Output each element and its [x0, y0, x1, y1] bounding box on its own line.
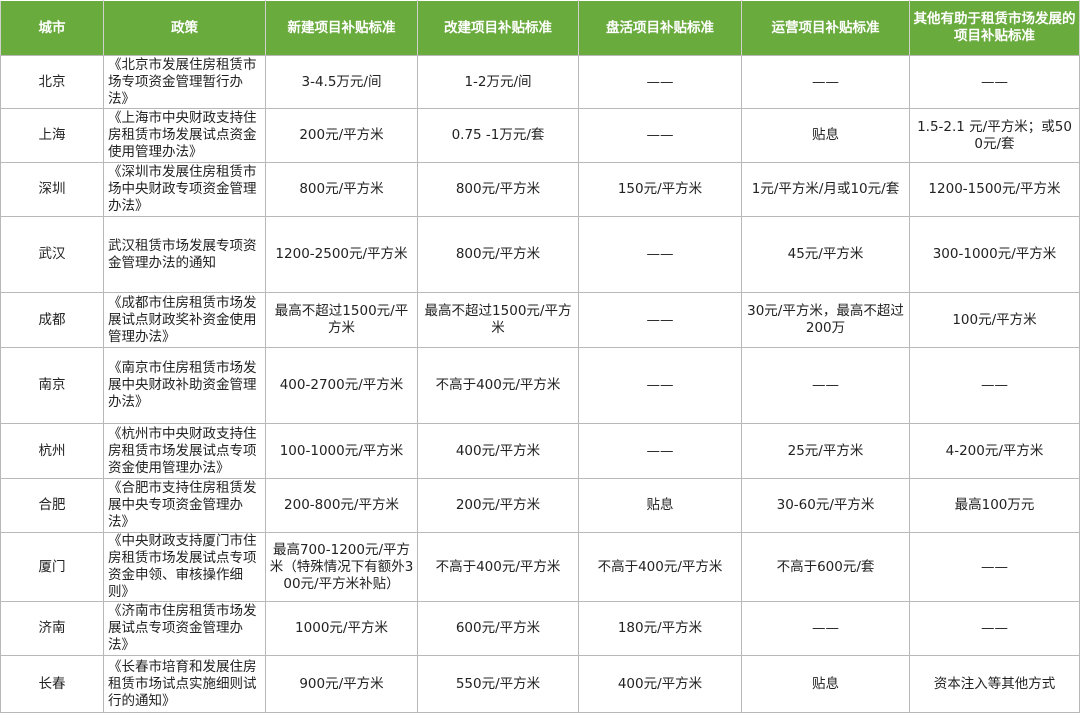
- subsidy-cell: 1元/平方米/月或10元/套: [741, 162, 910, 217]
- city-cell: 长春: [0, 655, 104, 713]
- subsidy-cell: ——: [909, 347, 1080, 424]
- table-row: 上海 《上海市中央财政支持住房租赁市场发展试点资金使用管理办法》 200元/平方米 0…: [0, 108, 1080, 163]
- table-body: 北京 《北京市发展住房租赁市场专项资金管理暂行办法》 3-4.5万元/间 1-2万元/…: [0, 55, 1080, 713]
- city-cell: 北京: [0, 55, 104, 109]
- city-cell: 武汉: [0, 216, 104, 293]
- subsidy-cell: 900元/平方米: [265, 655, 418, 713]
- table-row: 北京 《北京市发展住房租赁市场专项资金管理暂行办法》 3-4.5万元/间 1-2万元/…: [0, 55, 1080, 109]
- subsidy-cell: 资本注入等其他方式: [909, 655, 1080, 713]
- city-cell: 厦门: [0, 532, 104, 602]
- header-row: 城市 政策 新建项目补贴标准 改建项目补贴标准 盘活项目补贴标准 运营项目补贴标准 其他有助…: [0, 0, 1080, 56]
- city-cell: 济南: [0, 601, 104, 656]
- subsidy-cell: 最高不超过1500元/平方米: [265, 292, 418, 348]
- subsidy-cell: 贴息: [741, 108, 910, 163]
- subsidy-cell: 600元/平方米: [417, 601, 579, 656]
- subsidy-cell: 180元/平方米: [578, 601, 742, 656]
- subsidy-cell: 不高于400元/平方米: [417, 532, 579, 602]
- policy-cell: 《成都市住房租赁市场发展试点财政奖补资金使用管理办法》: [103, 292, 266, 348]
- subsidy-cell: ——: [578, 55, 742, 109]
- subsidy-cell: 200元/平方米: [265, 108, 418, 163]
- subsidy-cell: 0.75 -1万元/套: [417, 108, 579, 163]
- subsidy-cell: 不高于400元/平方米: [578, 532, 742, 602]
- city-cell: 杭州: [0, 423, 104, 479]
- subsidy-cell: 300-1000元/平方米: [909, 216, 1080, 293]
- subsidy-cell: ——: [578, 292, 742, 348]
- subsidy-cell: 3-4.5万元/间: [265, 55, 418, 109]
- subsidy-cell: 1.5-2.1 元/平方米；或500元/套: [909, 108, 1080, 163]
- subsidy-cell: 400-2700元/平方米: [265, 347, 418, 424]
- table-row: 合肥 《合肥市支持住房租赁发展中央专项资金管理办法》 200-800元/平方米 200…: [0, 478, 1080, 533]
- header-cell: 其他有助于租赁市场发展的项目补贴标准: [909, 0, 1080, 56]
- subsidy-cell: 30元/平方米，最高不超过200万: [741, 292, 910, 348]
- subsidy-cell: 800元/平方米: [417, 216, 579, 293]
- policy-cell: 《长春市培育和发展住房租赁市场试点实施细则试行的通知》: [103, 655, 266, 713]
- header-cell: 政策: [103, 0, 266, 56]
- policy-cell: 《上海市中央财政支持住房租赁市场发展试点资金使用管理办法》: [103, 108, 266, 163]
- subsidy-cell: ——: [578, 108, 742, 163]
- subsidy-cell: 25元/平方米: [741, 423, 910, 479]
- policy-cell: 《济南市住房租赁市场发展试点专项资金管理办法》: [103, 601, 266, 656]
- policy-cell: 《杭州市中央财政支持住房租赁市场发展试点专项资金使用管理办法》: [103, 423, 266, 479]
- table-row: 济南 《济南市住房租赁市场发展试点专项资金管理办法》 1000元/平方米 600元/平…: [0, 601, 1080, 656]
- subsidy-cell: ——: [909, 532, 1080, 602]
- table-row: 长春 《长春市培育和发展住房租赁市场试点实施细则试行的通知》 900元/平方米 550…: [0, 655, 1080, 713]
- subsidy-cell: 贴息: [578, 478, 742, 533]
- table-row: 杭州 《杭州市中央财政支持住房租赁市场发展试点专项资金使用管理办法》 100-100…: [0, 423, 1080, 479]
- subsidy-cell: 800元/平方米: [417, 162, 579, 217]
- policy-cell: 《深圳市发展住房租赁市场中央财政专项资金管理办法》: [103, 162, 266, 217]
- policy-cell: 《合肥市支持住房租赁发展中央专项资金管理办法》: [103, 478, 266, 533]
- subsidy-cell: 800元/平方米: [265, 162, 418, 217]
- city-cell: 上海: [0, 108, 104, 163]
- subsidy-cell: 200-800元/平方米: [265, 478, 418, 533]
- subsidy-cell: 1200-1500元/平方米: [909, 162, 1080, 217]
- table-row: 武汉 武汉租赁市场发展专项资金管理办法的通知 1200-2500元/平方米 800元/…: [0, 216, 1080, 293]
- policy-cell: 《中央财政支持厦门市住房租赁市场发展试点专项资金申领、审核操作细则》: [103, 532, 266, 602]
- city-cell: 深圳: [0, 162, 104, 217]
- table-row: 南京 《南京市住房租赁市场发展中央财政补助资金管理办法》 400-2700元/平方米…: [0, 347, 1080, 424]
- subsidy-cell: ——: [578, 423, 742, 479]
- policy-cell: 武汉租赁市场发展专项资金管理办法的通知: [103, 216, 266, 293]
- subsidy-cell: 贴息: [741, 655, 910, 713]
- subsidy-cell: 最高不超过1500元/平方米: [417, 292, 579, 348]
- subsidy-cell: 不高于600元/套: [741, 532, 910, 602]
- table-row: 厦门 《中央财政支持厦门市住房租赁市场发展试点专项资金申领、审核操作细则》 最高70…: [0, 532, 1080, 602]
- subsidy-cell: 100元/平方米: [909, 292, 1080, 348]
- table-row: 深圳 《深圳市发展住房租赁市场中央财政专项资金管理办法》 800元/平方米 800元/…: [0, 162, 1080, 217]
- subsidy-cell: ——: [578, 347, 742, 424]
- subsidy-cell: 150元/平方米: [578, 162, 742, 217]
- subsidy-cell: ——: [909, 601, 1080, 656]
- subsidy-cell: 1000元/平方米: [265, 601, 418, 656]
- subsidy-cell: 4-200元/平方米: [909, 423, 1080, 479]
- city-cell: 南京: [0, 347, 104, 424]
- subsidy-cell: 400元/平方米: [578, 655, 742, 713]
- header-cell: 新建项目补贴标准: [265, 0, 418, 56]
- subsidy-cell: 最高100万元: [909, 478, 1080, 533]
- city-cell: 成都: [0, 292, 104, 348]
- table-row: 成都 《成都市住房租赁市场发展试点财政奖补资金使用管理办法》 最高不超过1500元/…: [0, 292, 1080, 348]
- subsidy-cell: 1-2万元/间: [417, 55, 579, 109]
- header-cell: 城市: [0, 0, 104, 56]
- subsidy-cell: 400元/平方米: [417, 423, 579, 479]
- city-cell: 合肥: [0, 478, 104, 533]
- header-cell: 盘活项目补贴标准: [578, 0, 742, 56]
- subsidy-cell: 550元/平方米: [417, 655, 579, 713]
- subsidy-cell: 45元/平方米: [741, 216, 910, 293]
- policy-cell: 《南京市住房租赁市场发展中央财政补助资金管理办法》: [103, 347, 266, 424]
- header-cell: 改建项目补贴标准: [417, 0, 579, 56]
- subsidy-cell: 100-1000元/平方米: [265, 423, 418, 479]
- header-cell: 运营项目补贴标准: [741, 0, 910, 56]
- policy-cell: 《北京市发展住房租赁市场专项资金管理暂行办法》: [103, 55, 266, 109]
- subsidy-cell: 1200-2500元/平方米: [265, 216, 418, 293]
- subsidy-cell: 最高700-1200元/平方米（特殊情况下有额外300元/平方米补贴）: [265, 532, 418, 602]
- subsidy-cell: 200元/平方米: [417, 478, 579, 533]
- subsidy-cell: 不高于400元/平方米: [417, 347, 579, 424]
- subsidy-cell: ——: [741, 347, 910, 424]
- subsidy-cell: ——: [909, 55, 1080, 109]
- subsidy-cell: ——: [741, 55, 910, 109]
- subsidy-cell: ——: [578, 216, 742, 293]
- subsidy-cell: ——: [741, 601, 910, 656]
- subsidy-cell: 30-60元/平方米: [741, 478, 910, 533]
